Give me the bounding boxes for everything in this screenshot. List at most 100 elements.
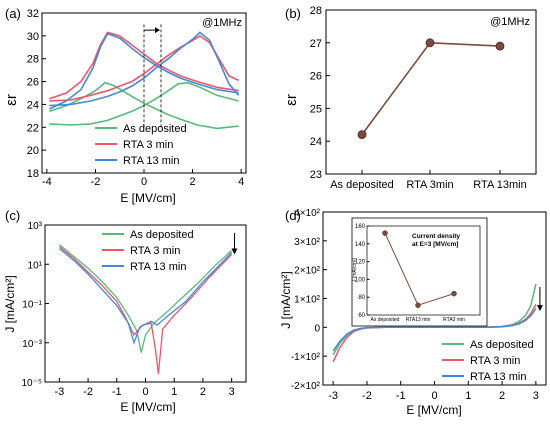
- series-line: [49, 31, 240, 107]
- x-tick-label: RTA 13min: [473, 179, 526, 191]
- data-point: [495, 41, 505, 51]
- y-tick-label: 20: [27, 145, 39, 157]
- x-tick-label: -1: [396, 390, 406, 402]
- x-tick-label: As deposited: [330, 179, 394, 191]
- inset-y-tick-label: 140: [355, 242, 366, 248]
- series-line: [49, 31, 239, 100]
- y-tick-label: 0: [314, 323, 320, 334]
- x-tick-label: 3: [533, 390, 539, 402]
- x-tick-label: RTA 3min: [406, 179, 453, 191]
- x-tick-label: 1: [171, 386, 177, 398]
- y-tick-label: 26: [310, 71, 322, 83]
- y-tick-label: 26: [27, 77, 39, 89]
- inset-data-point: [451, 290, 457, 297]
- legend-entry: RTA 13 min: [123, 155, 179, 167]
- y-tick-label: 23: [310, 169, 322, 181]
- inset-title: Current density: [412, 233, 460, 240]
- x-tick-label: 2: [499, 390, 505, 402]
- inset-y-tick-label: 80: [358, 295, 365, 301]
- x-axis-label-d: E [MV/cm]: [406, 403, 461, 417]
- series-line: [361, 41, 501, 136]
- y-tick-label: 1×10²: [294, 295, 321, 306]
- x-tick-label: 4: [238, 176, 244, 188]
- x-tick-label: 2: [190, 176, 196, 188]
- panel-label-d: (d): [285, 208, 301, 223]
- inset-x-tick-label: As deposited: [371, 317, 400, 323]
- y-tick-label: 24: [310, 136, 322, 148]
- x-tick-label: 3: [229, 386, 235, 398]
- y-tick-label: 4×10²: [294, 208, 321, 219]
- inset-y-tick-label: 60: [358, 313, 365, 319]
- y-axis-label-a: εr: [3, 94, 20, 106]
- plot-frame-b: [325, 9, 537, 175]
- inset-box: [351, 217, 488, 327]
- y-axis-label-d: J [mA/cm²]: [279, 271, 293, 328]
- series-line: [58, 244, 233, 353]
- trend-arrowhead: [231, 248, 238, 255]
- x-tick-label: -3: [54, 386, 64, 398]
- x-tick-label: -2: [362, 390, 372, 402]
- series-line: [49, 81, 239, 126]
- x-tick-label: 0: [431, 390, 437, 402]
- y-tick-label: 27: [310, 38, 322, 50]
- inset-x-tick-label: RTA3 min: [443, 317, 465, 323]
- x-tick-label: -1: [112, 386, 122, 398]
- trend-arrowhead: [536, 305, 543, 312]
- x-tick-label: 0: [141, 176, 147, 188]
- annotation-a: @1MHz: [202, 17, 242, 29]
- y-tick-label: 28: [310, 5, 322, 17]
- x-tick-label: 2: [200, 386, 206, 398]
- y-axis-label-b: εr: [283, 94, 300, 106]
- legend-entry: RTA 3 min: [130, 245, 180, 257]
- y-tick-label: 30: [27, 31, 39, 43]
- y-tick-label: 2×10²: [294, 266, 321, 277]
- shift-arrowhead: [155, 27, 160, 34]
- y-tick-label: 28: [27, 54, 39, 66]
- legend-entry: RTA 13 min: [130, 261, 186, 273]
- x-tick-label: -2: [83, 386, 93, 398]
- x-tick-label: 1: [465, 390, 471, 402]
- legend-entry: RTA 3 min: [470, 355, 520, 367]
- series-line: [332, 308, 537, 352]
- x-tick-label: 0: [142, 386, 148, 398]
- inset-data-point: [415, 302, 421, 308]
- y-tick-label: 3×10²: [294, 237, 321, 248]
- legend-entry: RTA 3 min: [123, 139, 173, 151]
- inset-x-tick-label: RTA13 min: [406, 317, 431, 323]
- panel-label-b: (b): [285, 6, 301, 21]
- y-tick-label: 10⁻³: [22, 339, 42, 350]
- y-tick-label: 25: [310, 103, 322, 115]
- y-tick-label: 24: [27, 99, 39, 111]
- inset-title: at E=3 [MV/cm]: [412, 241, 458, 248]
- panel-label-c: (c): [5, 208, 20, 223]
- inset-y-tick-label: 100: [355, 277, 366, 283]
- series-line: [48, 32, 239, 110]
- x-tick-label: -3: [328, 390, 338, 402]
- data-point: [425, 38, 435, 48]
- legend-entry: RTA 13 min: [470, 371, 526, 383]
- x-axis-label-a: E [MV/cm]: [120, 191, 175, 205]
- y-tick-label: 10⁻¹: [22, 300, 42, 311]
- inset-frame: [366, 225, 481, 316]
- x-tick-label: -4: [42, 176, 52, 188]
- x-axis-label-c: E [MV/cm]: [120, 400, 175, 414]
- x-tick-label: -2: [91, 176, 101, 188]
- inset-y-tick-label: 120: [355, 260, 366, 266]
- y-tick-label: 32: [27, 8, 39, 20]
- inset-y-axis-label: J [mA/cm²]: [352, 257, 358, 281]
- y-tick-label: 18: [27, 168, 39, 180]
- panel-label-a: (a): [5, 6, 21, 21]
- y-tick-label: -2×10²: [291, 381, 321, 392]
- legend-entry: As deposited: [130, 229, 194, 241]
- y-axis-label-c: J [mA/cm²]: [3, 275, 17, 332]
- series-line: [58, 248, 233, 345]
- annotation-b: @1MHz: [490, 16, 530, 28]
- y-tick-label: 10⁻⁵: [21, 378, 42, 389]
- legend-entry: As deposited: [470, 339, 534, 351]
- y-tick-label: 10³: [28, 221, 43, 232]
- y-tick-label: 10¹: [28, 260, 43, 271]
- legend-entry: As deposited: [123, 123, 187, 135]
- y-tick-label: 22: [27, 122, 39, 134]
